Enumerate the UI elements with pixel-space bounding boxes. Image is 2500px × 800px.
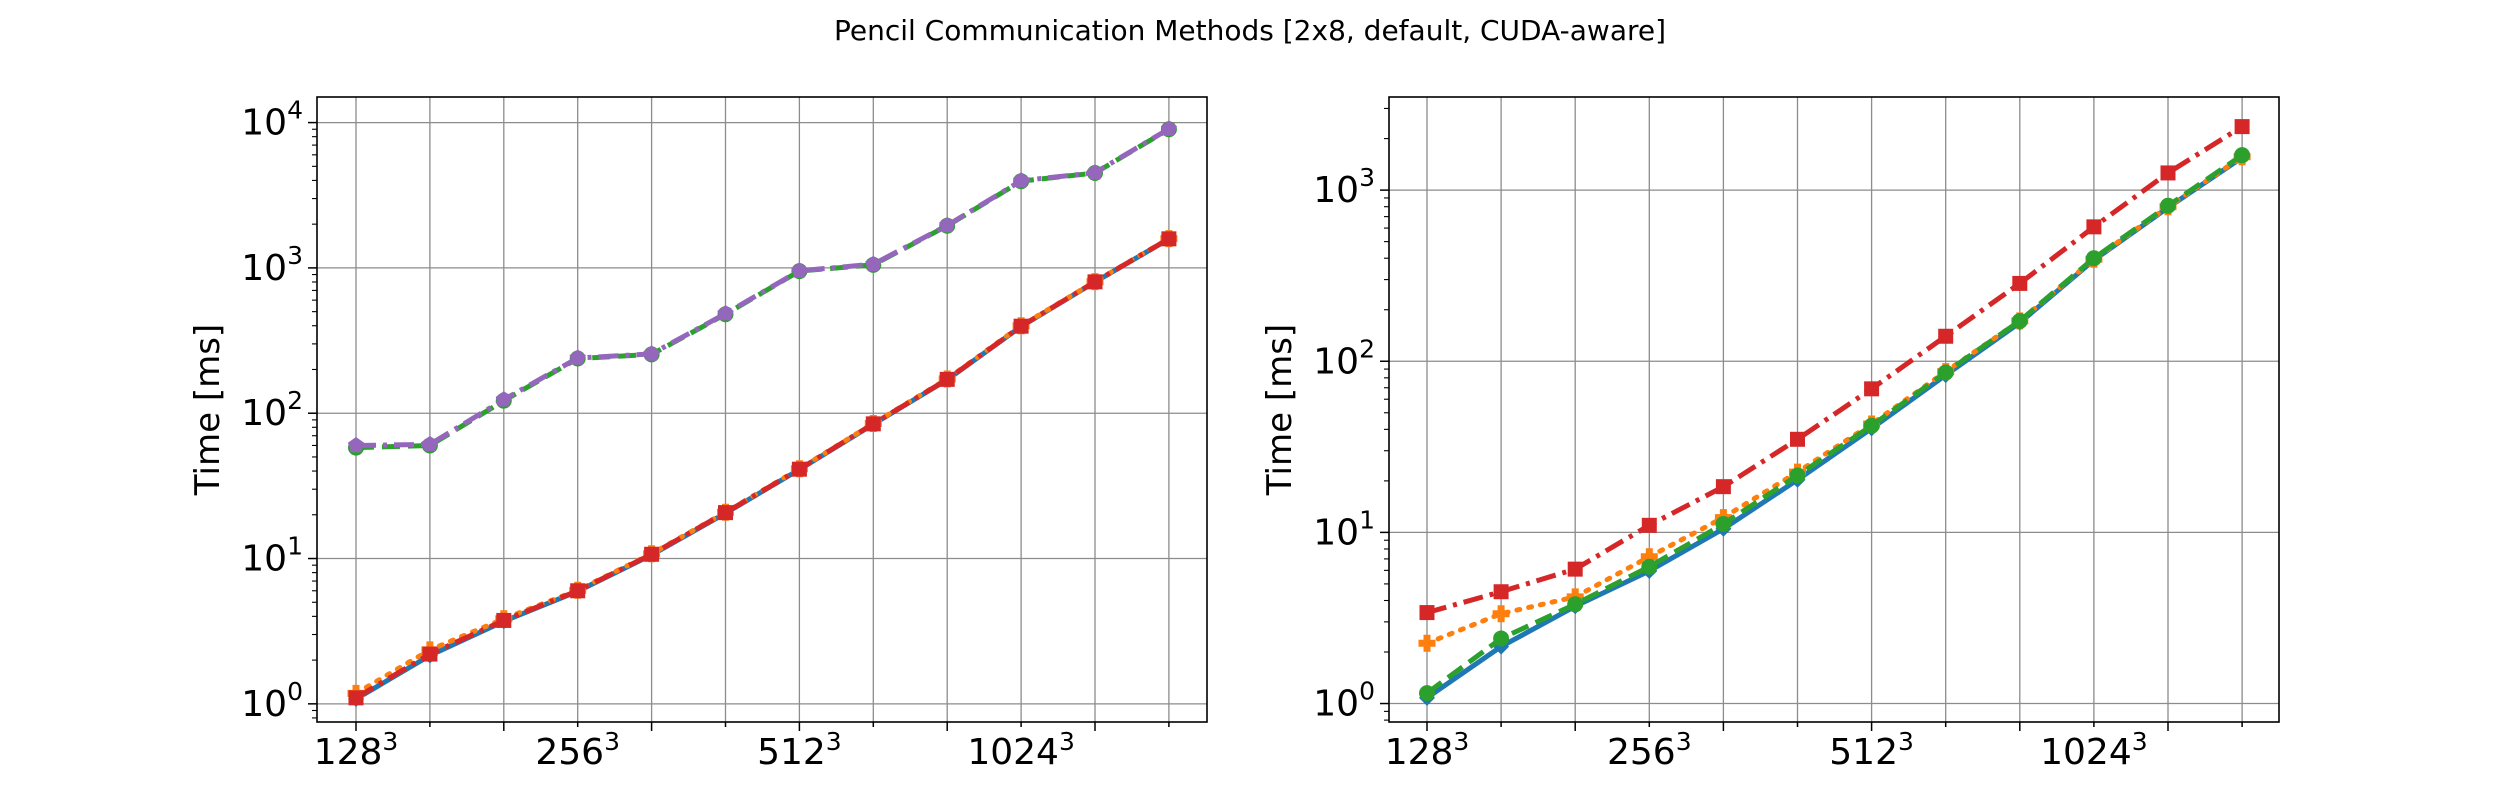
data-point-marker <box>1863 417 1880 434</box>
y-tick-label: 101 <box>1313 505 1375 553</box>
series-2 <box>347 230 1178 702</box>
figure-title: Pencil Communication Methods [2x8, defau… <box>833 14 1667 47</box>
data-point-marker <box>1419 685 1435 702</box>
series-line <box>355 127 1171 451</box>
y-tick-label: 100 <box>241 677 303 725</box>
x-tick-label: 1283 <box>1385 727 1470 773</box>
data-point-marker <box>865 416 881 432</box>
y-tick-label: 102 <box>1313 334 1375 382</box>
data-point-marker <box>1492 605 1510 623</box>
series-3 <box>348 121 1177 456</box>
chart-panel-left: 1283 2563 5123 10243 100 101 102 103 104 Time [ms… <box>188 96 1208 773</box>
data-point-marker <box>1567 561 1583 577</box>
data-point-marker <box>1013 172 1030 188</box>
data-point-marker <box>1086 164 1104 180</box>
data-point-marker <box>791 262 808 278</box>
data-point-marker <box>1493 584 1509 600</box>
chart-panel-right: 1283 2563 5123 10243 100 101 102 103 Time [ms] <box>1260 96 2280 773</box>
series-4 <box>1419 147 2251 702</box>
y-tick-label: 103 <box>241 241 303 289</box>
data-point-marker <box>1087 274 1103 290</box>
x-tick-label: 5123 <box>757 727 842 773</box>
series-4 <box>348 231 1177 706</box>
data-point-marker <box>1790 431 1805 447</box>
data-point-marker <box>2011 312 2028 329</box>
data-point-marker <box>939 371 955 387</box>
series-line <box>354 236 1171 700</box>
data-point-marker <box>1715 479 1731 495</box>
series-3 <box>1419 119 2250 621</box>
data-point-marker <box>718 505 733 521</box>
data-point-marker <box>495 391 512 407</box>
data-point-marker <box>1864 381 1880 397</box>
data-point-marker <box>1641 517 1657 533</box>
data-point-marker <box>570 583 586 599</box>
data-point-marker <box>569 349 586 365</box>
y-tick-label: 100 <box>1313 677 1375 725</box>
y-tick-label: 102 <box>241 386 303 434</box>
data-point-marker <box>1493 630 1510 647</box>
data-point-marker <box>644 546 660 562</box>
series-line <box>355 126 1171 448</box>
x-tick-label: 10243 <box>2040 727 2148 773</box>
series-line <box>1425 153 2244 696</box>
data-point-marker <box>1161 231 1177 247</box>
data-point-marker <box>791 461 807 477</box>
x-tick-label: 2563 <box>535 727 620 773</box>
data-point-marker <box>1640 548 1658 566</box>
data-point-marker <box>643 345 660 361</box>
x-tick-label: 5123 <box>1829 727 1914 773</box>
y-tick-label: 104 <box>241 96 303 144</box>
data-point-marker <box>347 437 365 453</box>
data-point-marker <box>2160 197 2176 214</box>
data-point-marker <box>1419 605 1435 621</box>
x-tick-label: 2563 <box>1607 727 1692 773</box>
data-point-marker <box>1013 318 1029 334</box>
data-point-marker <box>1418 634 1436 652</box>
series-line <box>353 236 1172 696</box>
data-point-marker <box>865 255 882 272</box>
x-tick-label: 1283 <box>314 727 399 773</box>
data-point-marker <box>2160 165 2176 181</box>
x-tick-label: 10243 <box>967 727 1075 773</box>
data-point-marker <box>939 216 956 233</box>
data-point-marker <box>348 690 364 706</box>
data-point-marker <box>2086 219 2102 235</box>
y-tick-label: 103 <box>1313 163 1375 211</box>
data-point-marker <box>2234 147 2251 164</box>
data-point-marker <box>2012 275 2028 291</box>
data-point-marker <box>1938 328 1954 344</box>
data-point-marker <box>1937 364 1954 381</box>
data-point-marker <box>496 612 512 628</box>
data-point-marker <box>1160 120 1177 136</box>
data-point-marker <box>422 646 438 662</box>
y-axis-label: Time [ms] <box>188 324 228 496</box>
series-5 <box>347 120 1177 453</box>
data-point-marker <box>2234 119 2250 135</box>
data-point-marker <box>1641 558 1658 575</box>
data-point-marker <box>1567 596 1584 613</box>
series-line <box>1426 124 2244 616</box>
y-axis-label: Time [ms] <box>1260 324 1300 496</box>
data-point-marker <box>2085 250 2102 267</box>
data-point-marker <box>717 305 734 321</box>
data-point-marker <box>1789 467 1806 484</box>
data-point-marker <box>421 435 438 452</box>
y-tick-label: 101 <box>241 532 303 580</box>
data-point-marker <box>1715 515 1732 532</box>
plot-frame <box>316 96 1208 723</box>
series-line <box>1424 154 2245 646</box>
plot-frame <box>1388 96 2280 723</box>
